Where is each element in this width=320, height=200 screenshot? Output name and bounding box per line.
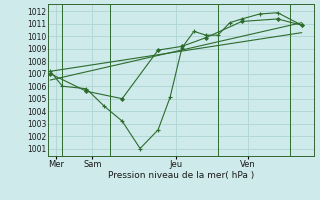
X-axis label: Pression niveau de la mer( hPa ): Pression niveau de la mer( hPa ): [108, 171, 254, 180]
